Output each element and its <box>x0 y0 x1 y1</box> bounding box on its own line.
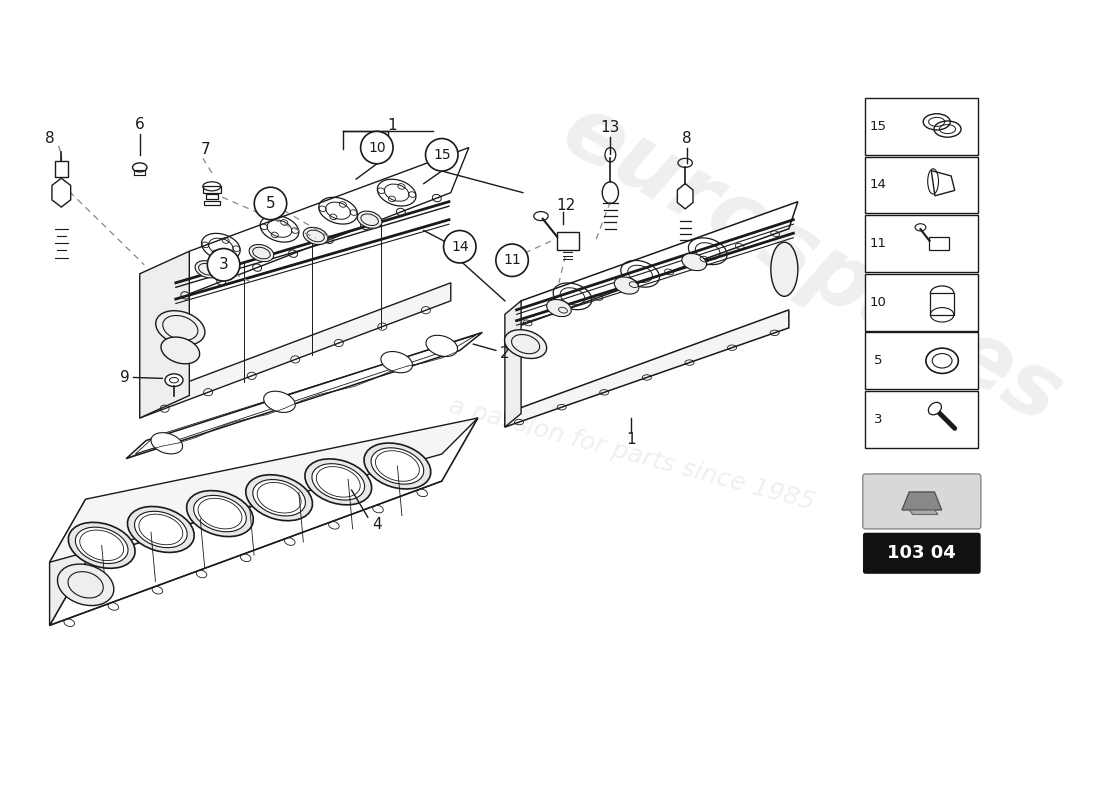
Ellipse shape <box>245 474 312 521</box>
Ellipse shape <box>358 211 382 228</box>
Circle shape <box>496 244 528 277</box>
Ellipse shape <box>68 522 135 568</box>
FancyBboxPatch shape <box>55 161 67 178</box>
Text: 1: 1 <box>626 432 636 447</box>
Ellipse shape <box>156 310 205 345</box>
Polygon shape <box>678 184 693 209</box>
Text: 3: 3 <box>219 258 229 272</box>
Text: 4: 4 <box>372 517 382 532</box>
Text: 13: 13 <box>601 120 620 135</box>
FancyBboxPatch shape <box>558 232 579 250</box>
Text: a passion for parts since 1985: a passion for parts since 1985 <box>446 394 816 514</box>
Polygon shape <box>52 178 70 207</box>
Text: 10: 10 <box>368 141 386 154</box>
FancyBboxPatch shape <box>866 98 978 154</box>
Polygon shape <box>505 310 789 427</box>
Text: 103 04: 103 04 <box>888 544 956 562</box>
Ellipse shape <box>165 374 183 386</box>
Ellipse shape <box>682 254 706 270</box>
Ellipse shape <box>249 245 274 262</box>
Text: 8: 8 <box>682 131 692 146</box>
Ellipse shape <box>381 351 412 373</box>
Text: 7: 7 <box>200 142 210 157</box>
Text: 11: 11 <box>503 254 521 267</box>
Text: 6: 6 <box>135 117 144 132</box>
Polygon shape <box>514 202 798 328</box>
Polygon shape <box>50 499 86 626</box>
FancyBboxPatch shape <box>862 474 981 529</box>
Text: 15: 15 <box>433 148 451 162</box>
Ellipse shape <box>304 227 328 245</box>
Ellipse shape <box>771 242 797 296</box>
FancyBboxPatch shape <box>202 186 221 193</box>
FancyBboxPatch shape <box>866 215 978 272</box>
Circle shape <box>208 249 240 281</box>
Ellipse shape <box>305 459 372 505</box>
Ellipse shape <box>151 433 183 454</box>
Polygon shape <box>505 301 521 427</box>
Ellipse shape <box>194 495 246 532</box>
Text: 3: 3 <box>873 413 882 426</box>
Ellipse shape <box>128 506 195 553</box>
Ellipse shape <box>264 391 295 413</box>
Ellipse shape <box>614 277 639 294</box>
Ellipse shape <box>312 464 364 500</box>
Text: 11: 11 <box>870 237 887 250</box>
Ellipse shape <box>253 479 306 516</box>
Circle shape <box>361 131 393 164</box>
FancyBboxPatch shape <box>866 274 978 330</box>
FancyBboxPatch shape <box>206 194 218 199</box>
Text: 9: 9 <box>120 370 130 385</box>
Text: 2: 2 <box>500 346 509 361</box>
FancyBboxPatch shape <box>866 332 978 389</box>
Ellipse shape <box>161 337 199 364</box>
Polygon shape <box>932 170 955 196</box>
Text: 14: 14 <box>870 178 887 191</box>
Circle shape <box>254 187 287 220</box>
Text: 5: 5 <box>873 354 882 367</box>
FancyBboxPatch shape <box>931 293 954 315</box>
Text: eurospares: eurospares <box>547 86 1077 443</box>
Polygon shape <box>172 147 469 301</box>
Ellipse shape <box>75 527 128 563</box>
Text: 14: 14 <box>451 240 469 254</box>
Ellipse shape <box>364 443 431 489</box>
Ellipse shape <box>547 299 571 317</box>
Ellipse shape <box>195 261 220 278</box>
Polygon shape <box>50 418 477 562</box>
FancyBboxPatch shape <box>866 157 978 214</box>
FancyBboxPatch shape <box>204 201 220 206</box>
Text: 8: 8 <box>45 131 54 146</box>
Polygon shape <box>140 282 451 418</box>
Ellipse shape <box>505 330 547 358</box>
Ellipse shape <box>928 402 942 414</box>
Polygon shape <box>910 510 938 514</box>
Text: 1: 1 <box>387 118 397 133</box>
Text: 15: 15 <box>870 120 887 133</box>
Circle shape <box>443 230 476 263</box>
Polygon shape <box>126 332 482 458</box>
Ellipse shape <box>187 490 253 537</box>
FancyBboxPatch shape <box>866 391 978 448</box>
Polygon shape <box>902 492 942 510</box>
FancyBboxPatch shape <box>930 238 949 250</box>
Ellipse shape <box>57 564 113 606</box>
Ellipse shape <box>426 335 458 357</box>
FancyBboxPatch shape <box>864 534 980 573</box>
Polygon shape <box>140 251 189 418</box>
Polygon shape <box>50 418 477 626</box>
Circle shape <box>426 138 458 171</box>
Ellipse shape <box>371 448 424 484</box>
Text: 10: 10 <box>870 296 887 309</box>
Text: 12: 12 <box>557 198 575 213</box>
Text: 5: 5 <box>266 196 275 211</box>
Ellipse shape <box>134 511 187 548</box>
